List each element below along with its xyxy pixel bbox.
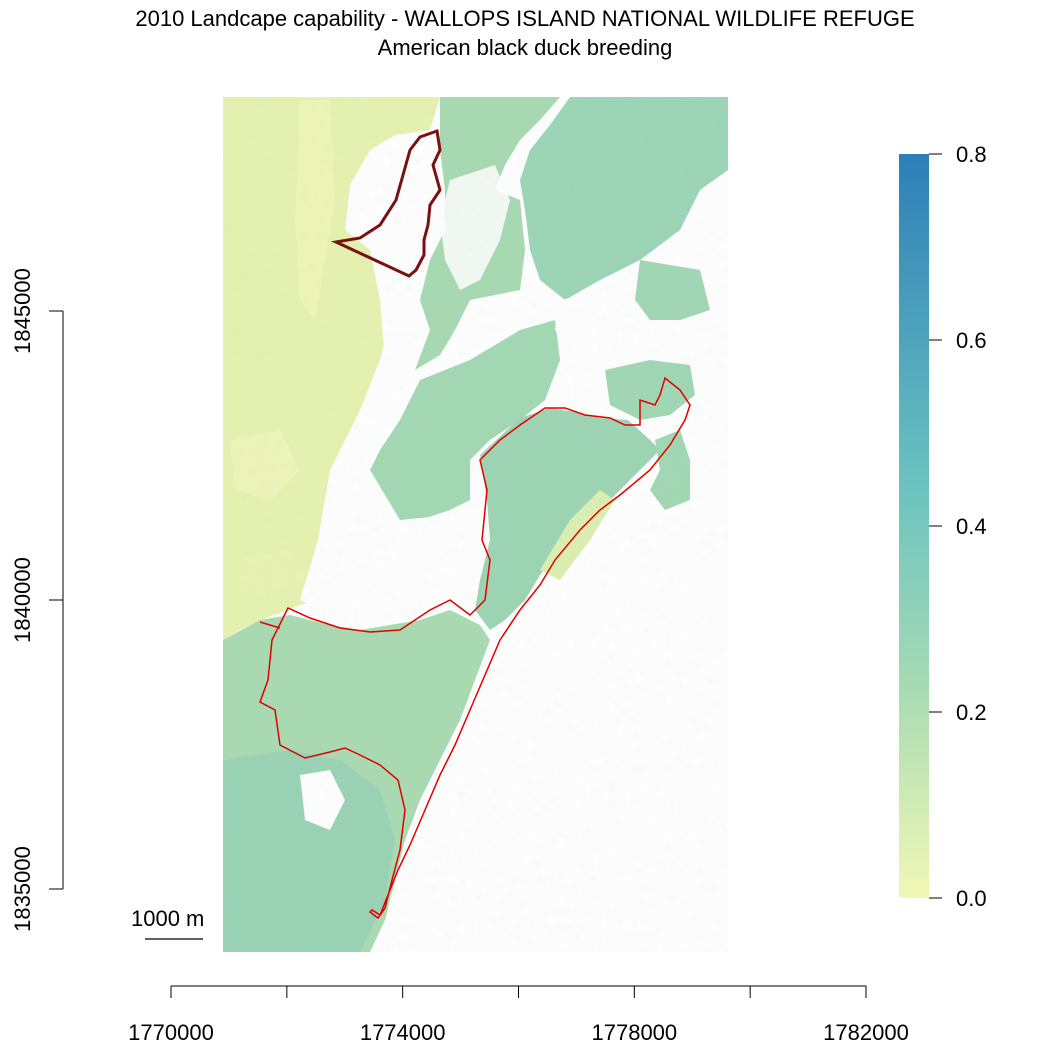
- land-raster: [223, 97, 728, 952]
- refuge-boundary-main: [259, 376, 691, 920]
- raster-grain: [223, 97, 728, 952]
- x-tick-label: 1778000: [592, 1020, 678, 1045]
- map-subtitle: American black duck breeding: [377, 35, 673, 60]
- refuge-boundary-spur: [259, 621, 281, 629]
- legend-colorbar: [899, 154, 929, 898]
- refuge-boundary-north: [330, 128, 442, 278]
- map-title: 2010 Landcape capability - WALLOPS ISLAN…: [135, 6, 915, 31]
- legend-tick-label: 0.6: [956, 328, 987, 353]
- scale-bar-label: 1000 m: [131, 906, 205, 931]
- y-tick-label: 1840000: [10, 557, 35, 643]
- y-axis: 1835000 1840000 1845000: [10, 268, 64, 932]
- legend-tick-label: 0.4: [956, 514, 987, 539]
- y-tick-label: 1845000: [10, 268, 35, 354]
- legend-ticks: 0.0 0.2 0.4 0.6 0.8: [929, 142, 987, 911]
- y-tick-label: 1835000: [10, 846, 35, 932]
- x-tick-label: 1774000: [360, 1020, 446, 1045]
- legend-tick-label: 0.2: [956, 700, 987, 725]
- x-tick-label: 1782000: [823, 1020, 909, 1045]
- x-axis: 1770000 1774000 1778000 1782000: [128, 985, 909, 1045]
- legend-tick-label: 0.0: [956, 886, 987, 911]
- x-tick-label: 1770000: [128, 1020, 214, 1045]
- legend-tick-label: 0.8: [956, 142, 987, 167]
- color-legend: 0.0 0.2 0.4 0.6 0.8: [899, 142, 987, 911]
